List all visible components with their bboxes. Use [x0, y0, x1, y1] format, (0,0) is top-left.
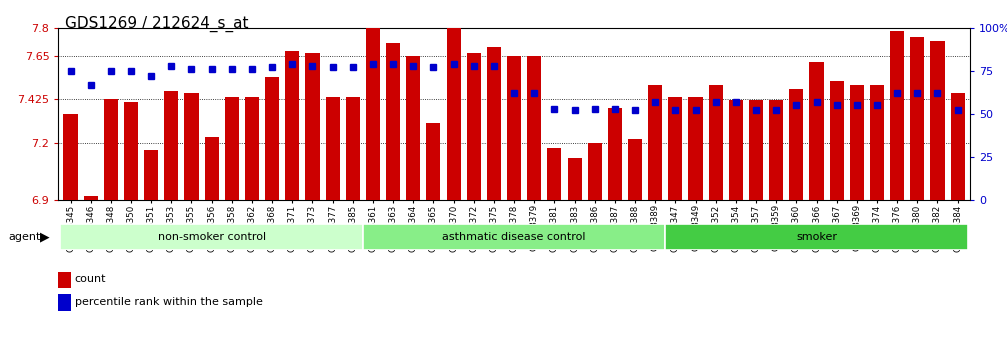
Bar: [363, 224, 666, 250]
Bar: [345, 97, 359, 200]
Bar: [164, 91, 178, 200]
Text: smoker: smoker: [796, 232, 837, 242]
Bar: [60, 224, 363, 250]
Text: non-smoker control: non-smoker control: [157, 232, 266, 242]
Bar: [669, 97, 683, 200]
Bar: [305, 52, 319, 200]
Bar: [649, 85, 663, 200]
Text: GDS1269 / 212624_s_at: GDS1269 / 212624_s_at: [65, 16, 249, 32]
Bar: [666, 224, 968, 250]
Bar: [325, 97, 339, 200]
Bar: [265, 77, 279, 200]
Bar: [729, 100, 743, 200]
Bar: [789, 89, 804, 200]
Bar: [124, 102, 138, 200]
Bar: [528, 56, 542, 200]
Bar: [144, 150, 158, 200]
Bar: [386, 43, 400, 200]
Bar: [426, 124, 440, 200]
Bar: [749, 100, 763, 200]
Bar: [466, 52, 480, 200]
Bar: [910, 37, 924, 200]
Bar: [446, 28, 460, 200]
Text: ▶: ▶: [40, 230, 50, 244]
Bar: [406, 56, 420, 200]
Bar: [628, 139, 642, 200]
Bar: [548, 148, 562, 200]
Text: count: count: [75, 275, 106, 284]
Bar: [890, 31, 904, 200]
Bar: [830, 81, 844, 200]
Bar: [709, 85, 723, 200]
Bar: [769, 100, 783, 200]
Bar: [366, 28, 380, 200]
Bar: [486, 47, 500, 200]
Text: percentile rank within the sample: percentile rank within the sample: [75, 297, 263, 307]
Bar: [104, 99, 118, 200]
Bar: [930, 41, 945, 200]
Bar: [810, 62, 824, 200]
Bar: [204, 137, 219, 200]
Bar: [507, 56, 522, 200]
Bar: [84, 196, 98, 200]
Bar: [689, 97, 703, 200]
Text: asthmatic disease control: asthmatic disease control: [442, 232, 586, 242]
Bar: [245, 97, 259, 200]
Bar: [850, 85, 864, 200]
Bar: [870, 85, 884, 200]
Bar: [184, 93, 198, 200]
Bar: [588, 142, 602, 200]
Bar: [608, 108, 622, 200]
Bar: [951, 93, 965, 200]
Bar: [285, 51, 299, 200]
Bar: [63, 114, 78, 200]
Bar: [568, 158, 582, 200]
Bar: [225, 97, 239, 200]
Text: agent: agent: [8, 232, 40, 242]
